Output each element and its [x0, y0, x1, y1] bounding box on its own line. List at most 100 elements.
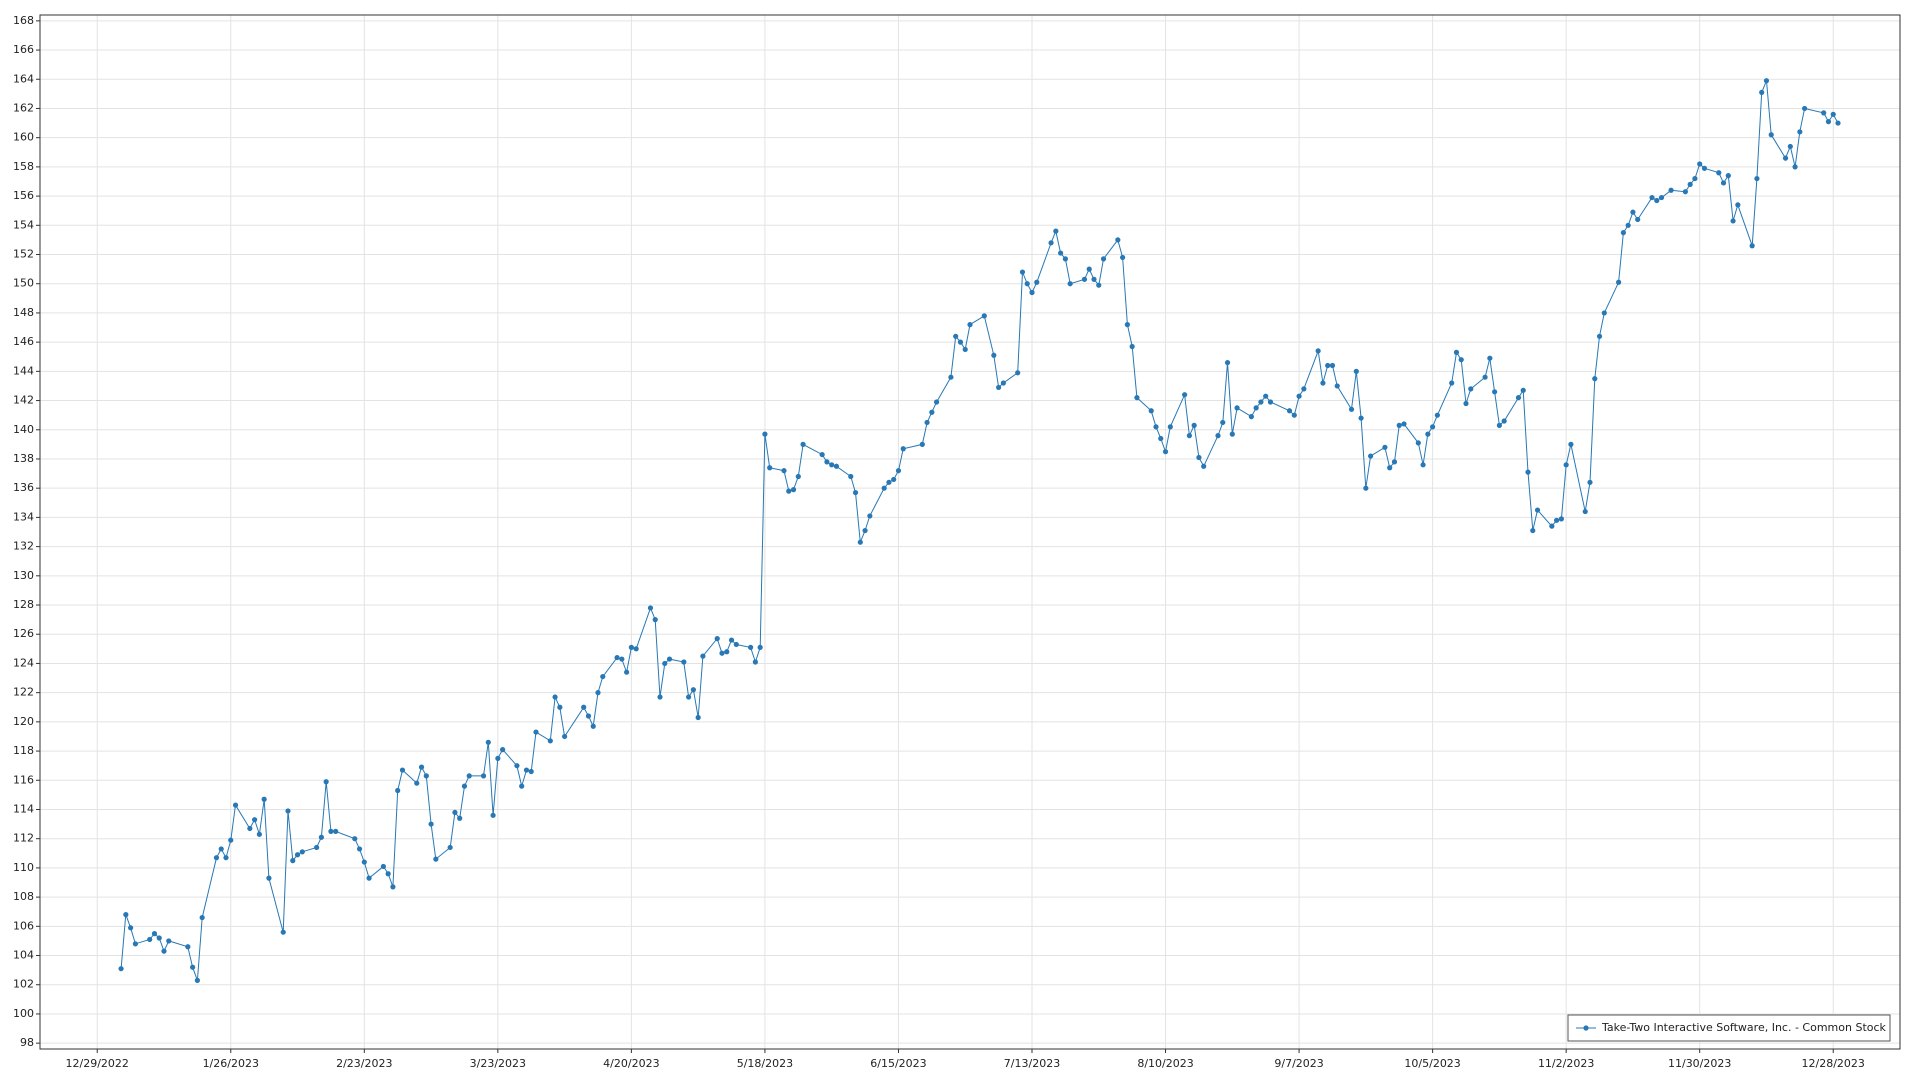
data-point [1630, 209, 1636, 215]
data-point [1248, 414, 1254, 420]
legend-label: Take-Two Interactive Software, Inc. - Co… [1601, 1021, 1887, 1034]
data-point [1286, 408, 1293, 414]
y-tick-label: 150 [13, 277, 34, 290]
data-point [881, 485, 887, 491]
data-point [232, 802, 239, 808]
y-tick-label: 162 [13, 101, 34, 114]
y-tick-label: 128 [13, 598, 34, 611]
data-point [1062, 256, 1068, 262]
y-tick-label: 110 [13, 861, 34, 874]
data-point [1124, 322, 1130, 328]
data-point [1802, 105, 1808, 112]
data-point [1329, 362, 1336, 369]
x-tick-label: 7/13/2023 [1004, 1057, 1060, 1070]
data-point [1515, 395, 1522, 401]
data-point [624, 669, 630, 675]
data-point [323, 779, 329, 785]
data-point [1196, 454, 1202, 461]
data-point [929, 409, 935, 415]
data-point [1024, 281, 1030, 287]
data-point [829, 462, 835, 468]
data-point [294, 852, 301, 858]
data-point [318, 834, 324, 840]
legend-box [1567, 1014, 1891, 1042]
data-point [252, 817, 258, 823]
data-point [1186, 433, 1192, 439]
data-point [1120, 254, 1126, 261]
data-point [213, 855, 220, 861]
data-point [991, 352, 997, 358]
data-point [1716, 170, 1722, 176]
data-point [795, 473, 801, 480]
data-point [1334, 383, 1340, 389]
data-point [1568, 441, 1574, 447]
data-point [686, 694, 692, 700]
data-point [433, 856, 439, 862]
data-point [161, 948, 167, 954]
y-tick-label: 158 [13, 160, 34, 173]
data-point [981, 313, 987, 319]
y-tick-label: 144 [13, 364, 34, 377]
data-point [733, 641, 739, 648]
data-point [948, 374, 954, 380]
y-tick-label: 166 [13, 43, 34, 56]
data-point [1191, 422, 1197, 428]
data-point [1034, 279, 1040, 285]
data-point [767, 465, 773, 471]
data-point [523, 767, 530, 773]
data-point [1296, 393, 1302, 399]
data-point [614, 654, 620, 661]
data-point [1453, 349, 1460, 355]
data-point [356, 846, 363, 852]
y-tick-label: 112 [13, 832, 34, 845]
x-tick-label: 11/30/2023 [1668, 1057, 1731, 1070]
y-tick-label: 98 [20, 1036, 34, 1049]
data-point [1558, 516, 1564, 522]
data-point [934, 399, 940, 405]
y-tick-label: 102 [13, 978, 34, 991]
data-point [714, 636, 720, 642]
x-tick-label: 12/28/2023 [1802, 1057, 1865, 1070]
y-tick-label: 146 [13, 335, 34, 348]
data-point [1658, 194, 1665, 201]
data-point [256, 831, 262, 837]
data-point [819, 451, 825, 458]
data-point [1134, 395, 1140, 401]
data-point [1315, 348, 1321, 354]
data-point [1153, 424, 1159, 430]
plot-area [40, 15, 1900, 1049]
data-point [600, 673, 606, 680]
data-point [1649, 194, 1655, 201]
y-tick-label: 118 [13, 744, 34, 757]
data-point [1096, 282, 1102, 288]
y-tick-label: 122 [13, 686, 34, 699]
data-point [1115, 237, 1121, 243]
data-point [1554, 517, 1560, 523]
data-point [452, 809, 458, 816]
data-point [156, 935, 162, 941]
data-point [447, 844, 453, 851]
data-point [657, 694, 663, 700]
data-point [647, 605, 654, 611]
data-point [266, 875, 272, 881]
data-point [996, 384, 1002, 391]
data-point [1291, 412, 1297, 418]
x-tick-label: 4/20/2023 [603, 1057, 659, 1070]
data-point [1620, 230, 1626, 236]
data-point [833, 463, 840, 469]
data-point [290, 858, 296, 864]
data-point [333, 828, 339, 834]
data-point [762, 431, 768, 437]
data-point [166, 938, 172, 944]
data-point [1401, 421, 1407, 427]
data-point [1368, 453, 1374, 459]
y-tick-label: 136 [13, 481, 34, 494]
data-point [1687, 181, 1693, 188]
data-point [147, 936, 153, 943]
data-point [194, 977, 200, 983]
plot-border [39, 14, 1901, 1050]
y-tick-label: 160 [13, 131, 34, 144]
data-point [328, 828, 334, 834]
y-tick-label: 104 [13, 949, 34, 962]
data-point [719, 650, 725, 656]
